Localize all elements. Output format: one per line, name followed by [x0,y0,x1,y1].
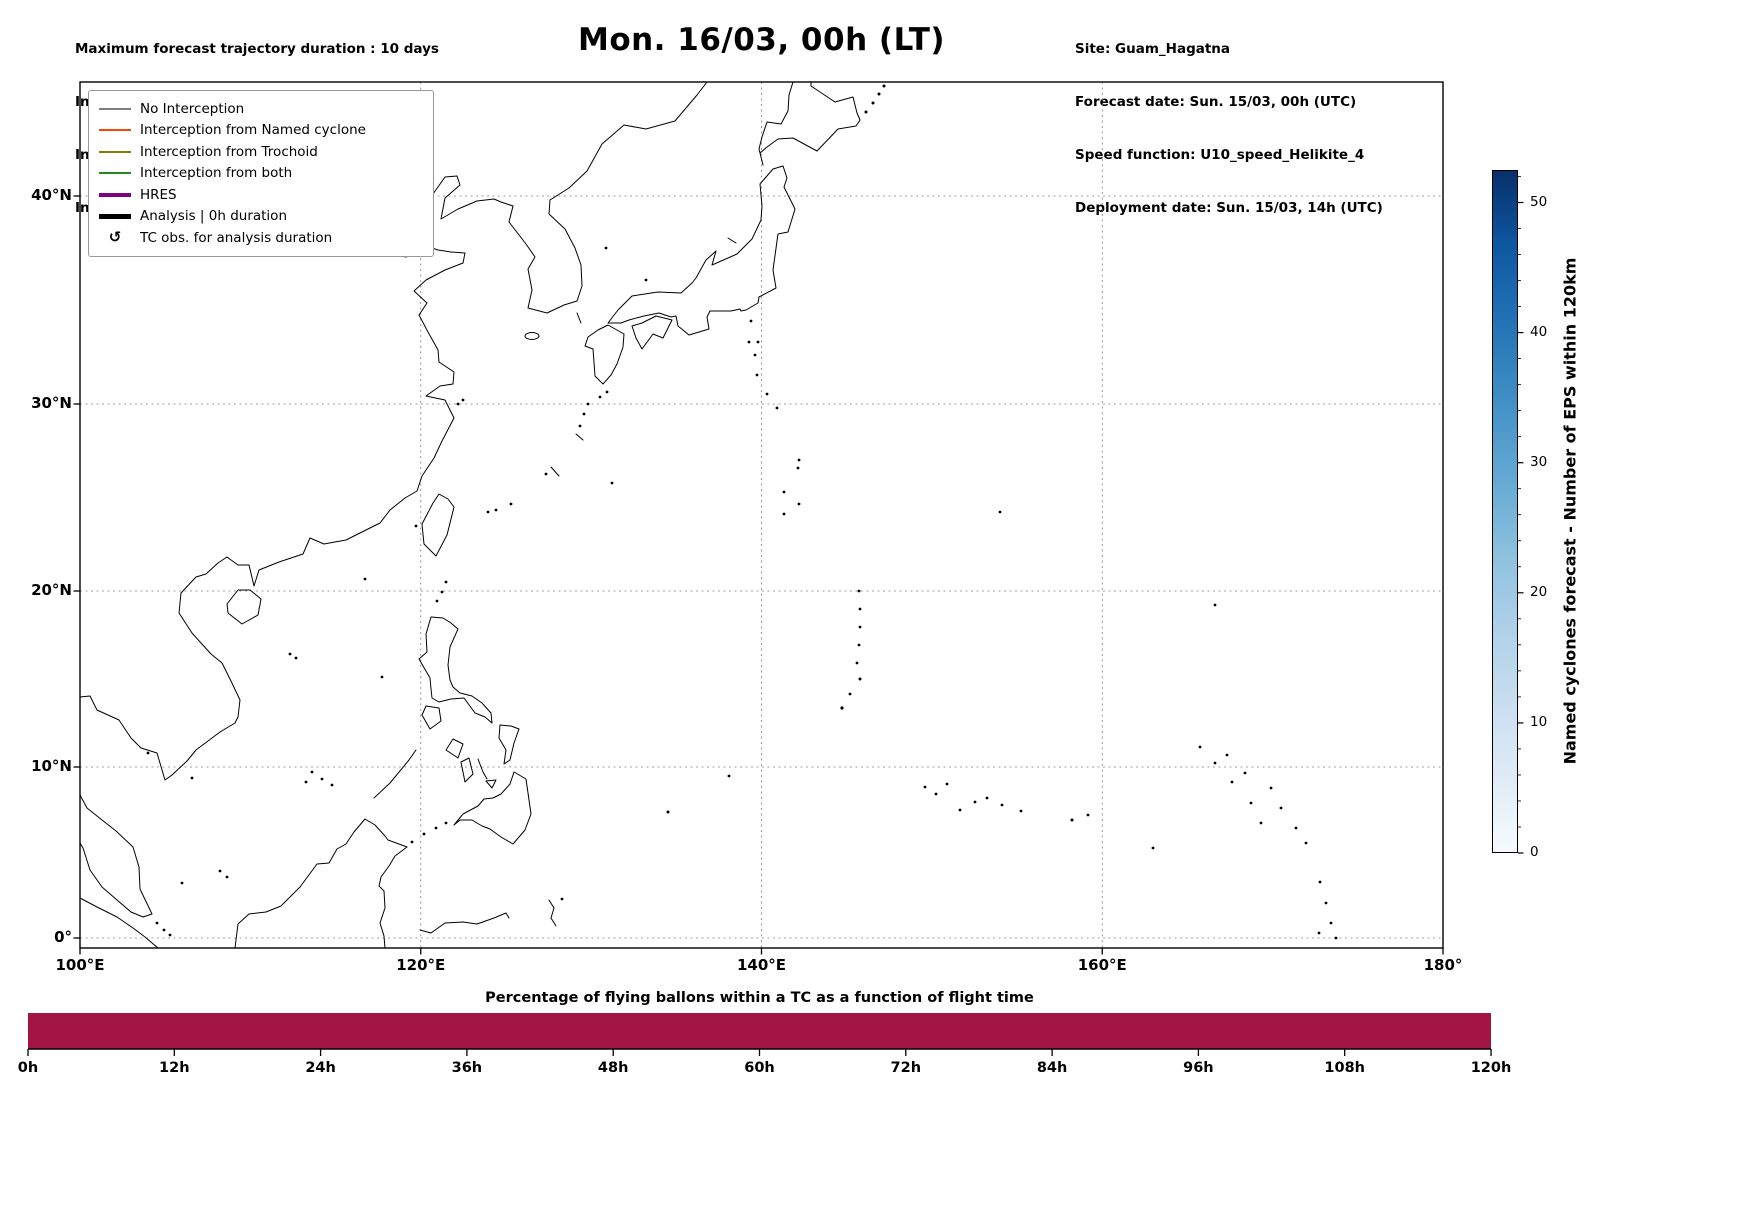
figure-title: Mon. 16/03, 00h (LT) [577,22,946,58]
coastline-jeju [524,332,540,340]
coastline-cebu [477,758,488,780]
legend-item-label: Interception from both [140,165,293,182]
coastline-malay-peninsula [79,794,153,918]
lon-tick-label: 140°E [736,956,787,974]
legend-item: Interception from Trochoid [99,141,423,163]
colorbar-tick-label: 40 [1530,323,1548,340]
lon-tick-label: 180° [1423,956,1463,974]
coastline-luzon [418,616,493,724]
map-axis-ticks [73,195,1444,955]
lat-tick-label: 20°N [31,581,72,599]
flight-time-bar [28,1013,1491,1049]
legend-line [99,172,131,175]
legend-item: ↺ TC obs. for analysis duration [99,227,423,249]
colorbar-tick-label: 0 [1530,844,1539,860]
lon-tick-label: 160°E [1077,956,1127,974]
legend-item-label: Analysis | 0h duration [140,208,287,225]
colorbar-tick-label: 50 [1530,193,1548,210]
legend-line-sample [99,150,131,153]
colorbar [1492,170,1518,853]
deployment-date: Deployment date: Sun. 15/03, 14h (UTC) [1075,199,1383,216]
legend-item: HRES [99,184,423,206]
colorbar-tick-label: 10 [1530,713,1548,730]
legend-item-label: Interception from Named cyclone [140,122,366,139]
legend: No Interception Interception from Named c… [88,90,434,257]
legend-item: Analysis | 0h duration [99,206,423,228]
legend-line [99,192,131,197]
bottom-chart-title: Percentage of flying ballons within a TC… [485,990,1034,1006]
small-islands [146,84,1338,940]
coastline-mainland-asia [79,81,708,781]
legend-item-label: No Interception [140,100,245,117]
coastline-shikoku [631,315,673,350]
legend-item-label: Interception from Trochoid [140,143,318,160]
coastlines [79,81,1338,949]
flight-time-tick-label: 48h [597,1060,629,1076]
flight-time-tick-label: 108h [1324,1060,1365,1076]
flight-time-tick-label: 36h [451,1060,483,1076]
coastline-mindoro [421,705,442,730]
tc-obs-icon: ↺ [108,228,122,247]
legend-line [99,129,131,132]
coastline-hainan [226,589,262,625]
flight-time-tick-label: 72h [890,1060,922,1076]
coastline-honshu [607,165,796,336]
coastline-panay [445,738,464,759]
flight-time-tick-label: 84h [1036,1060,1068,1076]
coastline-sado [727,237,737,244]
coastline-kyushu [584,324,625,385]
coastline-negros [460,757,474,783]
lat-tick-label: 30°N [31,394,72,412]
legend-line-sample [99,172,131,175]
coastline-taiwan [421,493,455,557]
legend-item: Interception from both [99,163,423,185]
colorbar-tick-label: 30 [1530,453,1548,470]
coastline-borneo [234,818,408,949]
coastline-mindanao [453,771,532,845]
flight-time-tick-label: 60h [744,1060,775,1076]
lon-tick-label: 100°E [55,956,105,974]
legend-item-label: TC obs. for analysis duration [140,229,333,246]
coastline-bohol [485,779,497,789]
legend-line [99,150,131,153]
coastline-sumatra [79,897,159,949]
coastline-palawan [373,749,417,799]
forecast-date: Forecast date: Sun. 15/03, 00h (UTC) [1075,93,1357,110]
legend-line [99,107,131,110]
speed-function: Speed function: U10_speed_Helikite_4 [1075,146,1365,163]
lat-tick-label: 0° [54,928,72,946]
site-info: Site: Guam_Hagatna Forecast date: Sun. 1… [1075,6,1383,252]
flight-time-tick-label: 120h [1470,1060,1512,1076]
site-name: Site: Guam_Hagatna [1075,41,1231,58]
legend-line-sample [99,107,131,110]
flight-time-tick-label: 12h [159,1060,190,1076]
legend-item: No Interception [99,98,423,120]
coastline-tsushima [576,312,582,324]
legend-item: Interception from Named cyclone [99,120,423,142]
coastline-sulawesi [419,912,510,934]
coastline-okinawa [550,466,560,477]
flight-time-tick-label: 96h [1183,1060,1214,1076]
legend-line [99,214,131,219]
legend-line-sample [99,214,131,219]
coastline-amami [575,433,584,441]
flight-time-tick-label: 24h [305,1060,336,1076]
lat-tick-label: 40°N [31,186,72,204]
coastline-samar-leyte [498,724,520,765]
legend-line-sample [99,192,131,197]
legend-line-sample [99,129,131,132]
flight-time-tick-label: 0h [17,1060,39,1076]
lat-tick-label: 10°N [31,757,72,775]
coastline-halmahera [548,899,557,927]
lon-tick-label: 120°E [396,956,446,974]
legend-item-label: HRES [140,186,177,203]
colorbar-tick-label: 20 [1530,583,1548,600]
coastline-hokkaido [758,81,861,166]
config-max-duration: Maximum forecast trajectory duration : 1… [75,41,439,58]
